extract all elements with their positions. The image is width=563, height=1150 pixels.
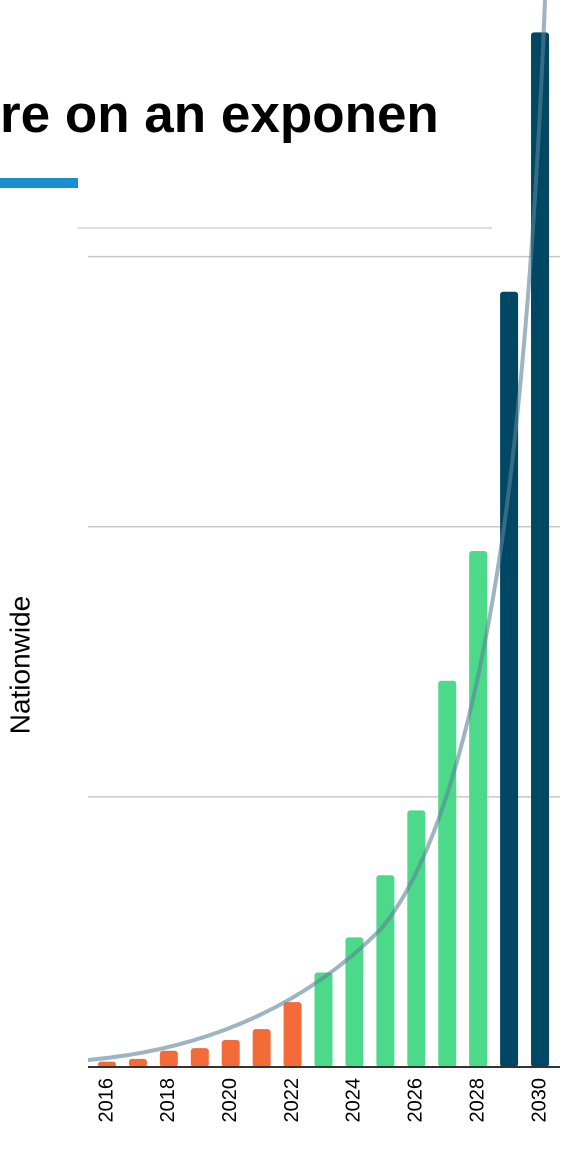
x-tick-label: 2028 <box>466 1078 488 1123</box>
bar <box>531 32 550 1068</box>
x-tick-label: 2016 <box>95 1078 117 1123</box>
bar <box>500 291 519 1067</box>
bar <box>128 1058 147 1067</box>
y-axis-label: Nationwide <box>4 596 35 735</box>
trend-curve <box>87 0 547 1062</box>
grid <box>88 255 560 798</box>
bar <box>469 551 488 1067</box>
bar <box>376 875 395 1067</box>
bar <box>159 1050 178 1067</box>
bar <box>190 1048 209 1067</box>
bar <box>438 680 457 1067</box>
x-tick-label: 2018 <box>157 1078 179 1123</box>
bar <box>98 1061 116 1067</box>
chart-title: re on an exponen <box>0 85 439 144</box>
x-tick-label: 2026 <box>405 1078 427 1123</box>
x-tick-label: 2030 <box>528 1078 550 1123</box>
bar <box>314 972 333 1067</box>
bar <box>407 810 426 1067</box>
bar <box>221 1039 240 1067</box>
bar <box>252 1029 271 1067</box>
bars <box>98 32 550 1068</box>
x-tick-label: 2022 <box>281 1078 303 1123</box>
x-tick-label: 2020 <box>219 1078 241 1123</box>
bar <box>283 1002 302 1067</box>
title-underline <box>0 178 78 188</box>
bar <box>345 937 364 1067</box>
x-labels: 2016 2018 2020 2022 2024 2026 2028 2030 <box>95 1078 550 1123</box>
x-tick-label: 2024 <box>343 1078 365 1123</box>
